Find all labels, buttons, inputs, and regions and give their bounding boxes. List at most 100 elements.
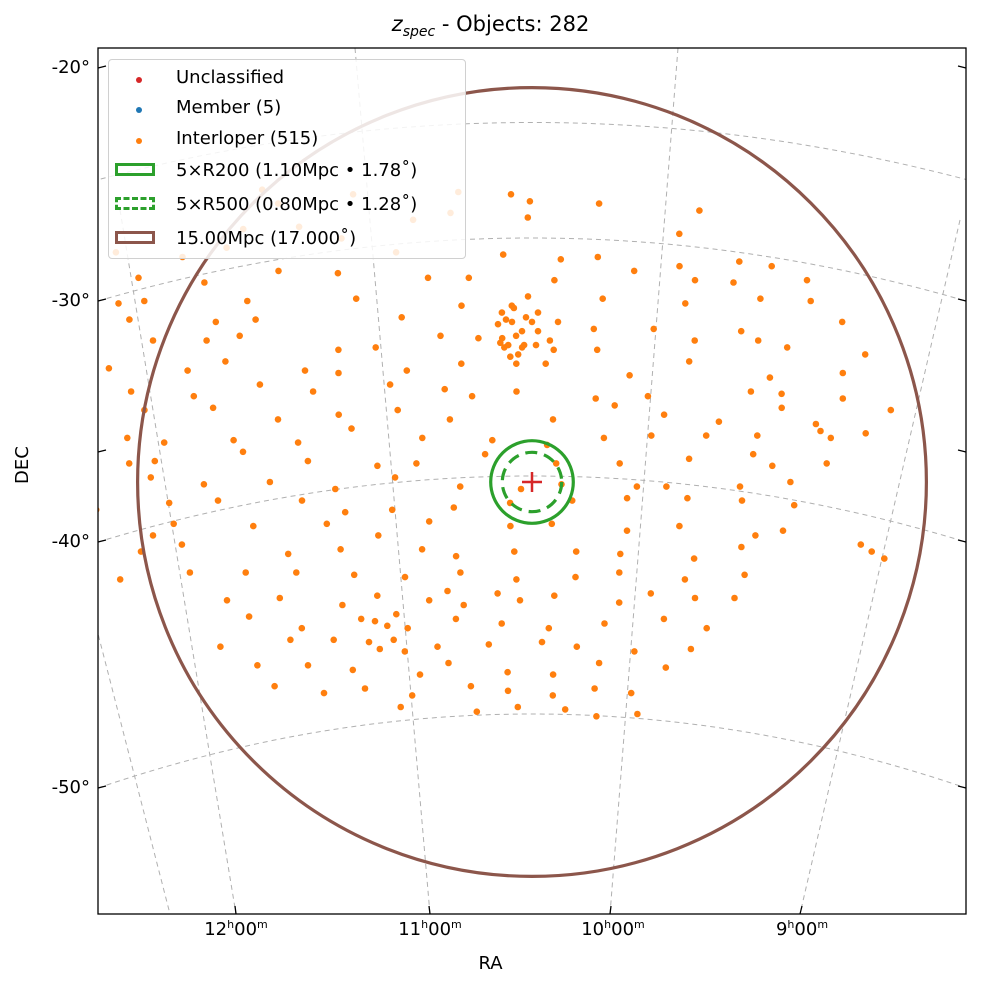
interloper-point <box>475 334 482 342</box>
interloper-point <box>644 392 652 400</box>
interloper-point <box>501 344 508 351</box>
interloper-point <box>662 664 670 671</box>
interloper-point <box>374 462 381 470</box>
interloper-point <box>256 381 264 388</box>
interloper-point <box>441 385 449 393</box>
interloper-point <box>497 339 504 347</box>
interloper-point <box>266 478 274 486</box>
interloper-point <box>532 341 540 349</box>
interloper-point <box>887 406 895 414</box>
interloper-point <box>250 522 257 530</box>
interloper-point <box>335 346 342 354</box>
interloper-point <box>335 369 342 377</box>
interloper-point <box>747 388 755 395</box>
interloper-point <box>549 671 557 678</box>
interloper-point <box>839 395 847 402</box>
interloper-point <box>335 411 343 419</box>
interloper-point <box>616 460 623 467</box>
interloper-point <box>617 550 624 558</box>
interloper-point <box>511 548 518 555</box>
interloper-point <box>868 548 875 555</box>
interloper-point <box>502 316 510 323</box>
interloper-point <box>650 325 657 333</box>
legend-label: Interloper (515) <box>176 128 319 149</box>
interloper-point <box>374 592 381 599</box>
interloper-point <box>481 450 489 458</box>
interloper-point <box>557 255 565 263</box>
axes-frame <box>97 47 967 915</box>
interloper-point <box>401 648 409 655</box>
interloper-point <box>857 541 865 548</box>
interloper-point <box>779 527 787 534</box>
interloper-point <box>812 420 820 428</box>
interloper-point <box>42 425 49 432</box>
interloper-point <box>682 300 689 307</box>
interloper-point <box>783 344 791 351</box>
interloper-point <box>425 597 433 604</box>
center-marker <box>522 472 542 492</box>
interloper-point <box>309 388 317 395</box>
interloper-point <box>434 643 441 650</box>
interloper-point <box>516 597 524 604</box>
interloper-point <box>738 497 746 504</box>
legend-entry: 5×R500 (0.80Mpc • 1.28˚) <box>109 190 465 220</box>
interloper-point <box>687 645 695 653</box>
interloper-point <box>600 434 608 442</box>
interloper-point <box>498 620 506 627</box>
interloper-point <box>507 191 515 198</box>
ra-tick-minutes: 00 <box>234 919 258 940</box>
interloper-point <box>627 689 635 697</box>
interloper-point <box>550 346 557 354</box>
ra-tick-hours: 9 <box>775 919 788 940</box>
title-var: z <box>391 12 403 36</box>
interloper-point <box>419 434 426 442</box>
interloper-point <box>357 615 365 623</box>
interloper-point <box>787 478 794 486</box>
interloper-point <box>676 522 683 530</box>
interloper-point <box>245 613 253 620</box>
interloper-point <box>276 594 284 602</box>
interloper-point <box>534 309 542 316</box>
interloper-point <box>301 367 309 374</box>
interloper-point <box>293 569 300 576</box>
interloper-point <box>452 615 460 623</box>
interloper-point <box>418 546 426 553</box>
legend-entry: 15.00Mpc (17.000˚) <box>109 224 465 254</box>
interloper-point <box>61 393 68 400</box>
interloper-point <box>71 321 78 328</box>
chart-title: zspec - Objects: 282 <box>0 12 981 40</box>
interloper-point <box>494 320 502 328</box>
interloper-point <box>450 504 458 511</box>
interloper-point <box>838 318 846 326</box>
ra-tick-minutes: 00 <box>611 919 635 940</box>
legend-swatch-outer <box>115 231 155 244</box>
interloper-point <box>545 624 553 632</box>
interloper-point <box>397 703 405 711</box>
interloper-point <box>881 555 888 562</box>
interloper-point <box>160 439 168 446</box>
interloper-point <box>425 518 433 525</box>
interloper-point <box>703 624 710 632</box>
interloper-point <box>518 344 526 351</box>
interloper-point <box>538 638 546 646</box>
interloper-point <box>685 455 693 463</box>
interloper-point <box>394 406 402 414</box>
interloper-point <box>752 532 759 539</box>
interloper-point <box>549 692 557 699</box>
interloper-point <box>456 483 464 490</box>
interloper-point <box>393 610 400 618</box>
legend-entry: Unclassified <box>109 63 465 93</box>
interloper-point <box>611 402 618 409</box>
ra-tick-minutes: 00 <box>428 919 452 940</box>
grid-dec-30 <box>98 237 966 302</box>
interloper-point <box>200 481 208 488</box>
interloper-point <box>616 569 623 576</box>
interloper-point <box>361 685 369 692</box>
interloper-point <box>244 297 251 305</box>
interloper-point <box>126 316 133 323</box>
interloper-point <box>676 230 683 238</box>
interloper-point <box>757 295 764 303</box>
interloper-point <box>124 434 131 442</box>
interloper-point <box>384 622 391 630</box>
interloper-point <box>676 262 683 270</box>
